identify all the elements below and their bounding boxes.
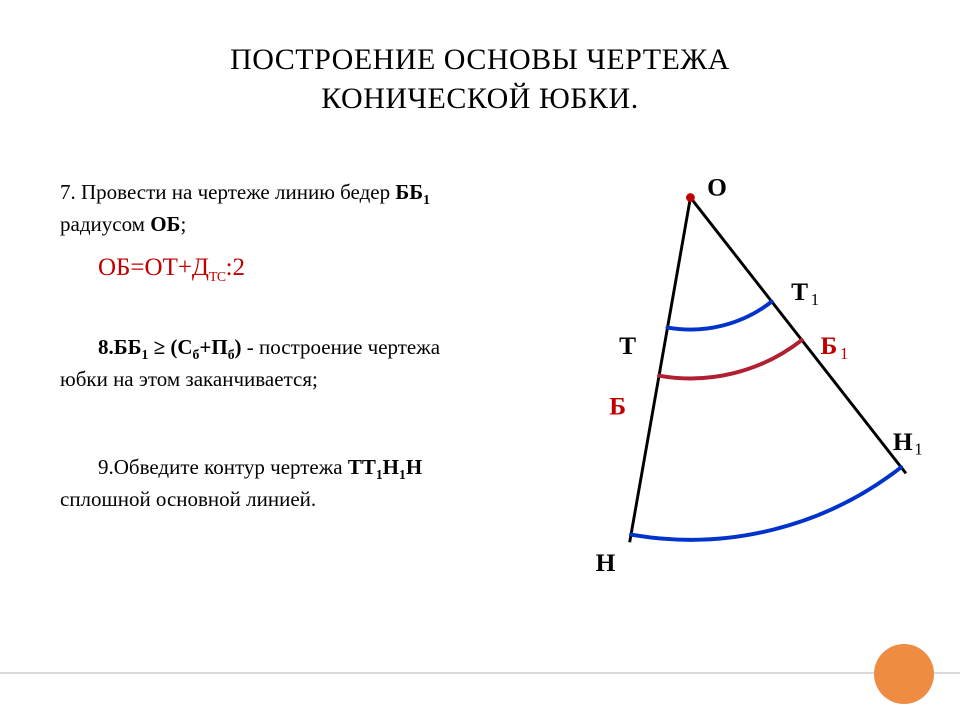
svg-text:Н: Н [893, 428, 913, 456]
p7-end: ; [180, 212, 186, 236]
p7-ob: ОБ [150, 212, 180, 236]
footer-divider [0, 672, 960, 674]
paragraph-9: 9.Обведите контур чертежа ТТ1Н1Н сплошно… [60, 453, 470, 513]
formula: ОБ=ОТ+ДТС:2 [98, 254, 470, 285]
svg-text:О: О [707, 174, 727, 202]
p8-geq: ≥ (С [148, 335, 192, 359]
corner-circle-decoration [874, 644, 934, 704]
formula-a: ОБ=ОТ+Д [98, 254, 209, 281]
title-line-1: ПОСТРОЕНИЕ ОСНОВЫ ЧЕРТЕЖА [230, 43, 730, 76]
p9-tt: ТТ [348, 455, 376, 479]
svg-text:Т: Т [619, 332, 636, 360]
p7-bb: ББ [395, 180, 423, 204]
slide-title: ПОСТРОЕНИЕ ОСНОВЫ ЧЕРТЕЖА КОНИЧЕСКОЙ ЮБК… [60, 40, 900, 118]
paragraph-7: 7. Провести на чертеже линию бедер ББ1 р… [60, 178, 470, 238]
p9-hh: Н [383, 455, 399, 479]
svg-text:Б: Б [609, 393, 626, 421]
p9-s1: 1 [376, 467, 383, 482]
diagram-column: ОТТ1ББ1НН1 [490, 168, 900, 513]
p8-lead: 8.ББ [98, 335, 142, 359]
svg-text:Н: Н [596, 549, 616, 577]
title-line-2: КОНИЧЕСКОЙ ЮБКИ. [321, 82, 638, 115]
p7-sub1: 1 [423, 192, 430, 207]
p7-mid: радиусом [60, 212, 150, 236]
svg-text:Т: Т [791, 278, 808, 306]
p8-close: ) [235, 335, 242, 359]
p8-sb2: б [228, 347, 235, 362]
p8-plus: +П [199, 335, 227, 359]
p7-text-a: 7. Провести на чертеже линию бедер [60, 180, 395, 204]
svg-text:1: 1 [811, 290, 819, 309]
formula-sub: ТС [209, 269, 226, 284]
p9-rest: сплошной основной линией. [60, 487, 316, 511]
paragraph-8: 8.ББ1 ≥ (Сб+Пб) - построение чертежа юбк… [60, 333, 470, 393]
slide: ПОСТРОЕНИЕ ОСНОВЫ ЧЕРТЕЖА КОНИЧЕСКОЙ ЮБК… [0, 0, 960, 720]
content-row: 7. Провести на чертеже линию бедер ББ1 р… [60, 168, 900, 513]
text-column: 7. Провести на чертеже линию бедер ББ1 р… [60, 168, 470, 513]
conical-skirt-diagram: ОТТ1ББ1НН1 [490, 158, 930, 638]
p9-s2: 1 [399, 467, 406, 482]
p9-h: Н [406, 455, 422, 479]
p9-lead: 9.Обведите контур чертежа [98, 455, 348, 479]
svg-text:1: 1 [914, 440, 922, 459]
svg-text:Б: Б [820, 332, 837, 360]
formula-b: :2 [226, 254, 245, 281]
svg-text:1: 1 [840, 344, 848, 363]
